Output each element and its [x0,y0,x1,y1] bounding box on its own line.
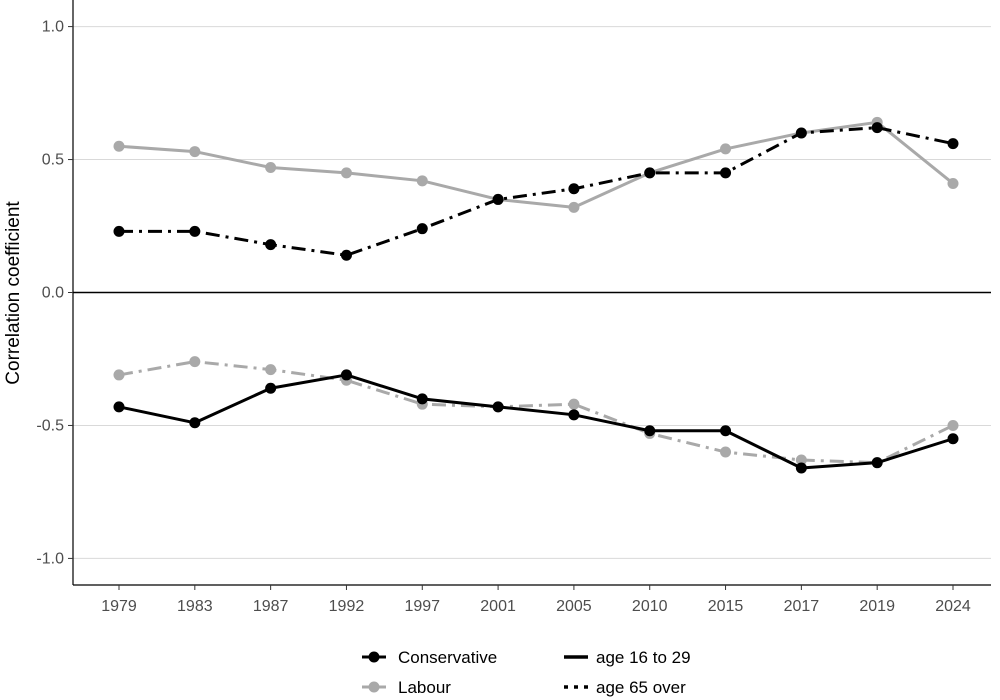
legend-key-point [368,681,380,693]
y-tick-label: 0.0 [42,285,64,302]
series-conservative-age-65-over [113,122,959,261]
series-line [119,126,954,257]
y-axis-title: Correlation coefficient [3,201,24,385]
legend-item-age-16-to-29: age 16 to 29 [564,648,691,667]
y-tick-label: -0.5 [36,417,64,434]
data-point [189,356,201,368]
x-tick-label: 1979 [101,598,137,615]
y-tick-label: 1.0 [42,19,64,36]
data-point [795,127,807,139]
data-point [416,393,428,405]
x-tick-label: 2005 [556,598,592,615]
data-point [568,183,580,195]
data-point [947,138,959,150]
data-point [568,398,580,410]
data-point [568,201,580,213]
x-ticks: 1979 1983 1987 1992 1997 2001 2005 2010 2015 2017… [101,585,971,615]
data-point [720,167,732,179]
data-point [189,146,201,158]
x-tick-label: 1983 [177,598,213,615]
legend: Conservative Labour age 16 to 29 age 65 ove… [362,648,691,697]
legend-key-point [368,651,380,663]
data-point [871,122,883,134]
series-lines [113,116,959,474]
legend-item-conservative: Conservative [362,648,497,667]
data-point [340,249,352,261]
legend-label: age 16 to 29 [596,648,691,667]
series-line [118,360,954,465]
series-conservative-age-16-to-29 [113,369,959,474]
data-point [113,225,125,237]
data-point [189,225,201,237]
x-tick-label: 1992 [329,598,365,615]
legend-item-labour: Labour [362,678,451,697]
x-tick-label: 2024 [935,598,971,615]
data-point [113,369,125,381]
x-tick-label: 2019 [859,598,895,615]
data-point [113,140,125,152]
data-point [720,425,732,437]
series-line [118,373,954,470]
data-point [492,401,504,413]
data-point [568,409,580,421]
y-tick-label: 0.5 [42,152,64,169]
x-tick-label: 2001 [480,598,516,615]
x-tick-label: 1987 [253,598,289,615]
y-tick-label: -1.0 [36,550,64,567]
x-tick-label: 1997 [404,598,440,615]
data-point [720,446,732,458]
data-point [947,177,959,189]
data-point [795,454,807,466]
data-point [947,433,959,445]
data-point [265,382,277,394]
data-point [795,462,807,474]
data-point [644,167,656,179]
data-point [644,425,656,437]
series-line [118,120,954,209]
data-point [340,167,352,179]
data-point [492,193,504,205]
legend-label: Conservative [398,648,497,667]
data-point [189,417,201,429]
data-point [720,143,732,155]
data-point [265,239,277,251]
x-tick-label: 2017 [784,598,820,615]
legend-label: Labour [398,678,451,697]
x-tick-label: 2015 [708,598,744,615]
y-ticks: 1.0 0.5 0.0 -0.5 -1.0 [36,19,73,567]
data-point [113,401,125,413]
data-point [265,364,277,376]
data-point [947,419,959,431]
data-point [416,175,428,187]
data-point [871,457,883,469]
data-point [416,223,428,235]
legend-label: age 65 over [596,678,686,697]
data-point [265,162,277,174]
legend-item-age-65-over: age 65 over [564,678,686,697]
data-point [340,369,352,381]
x-tick-label: 2010 [632,598,668,615]
